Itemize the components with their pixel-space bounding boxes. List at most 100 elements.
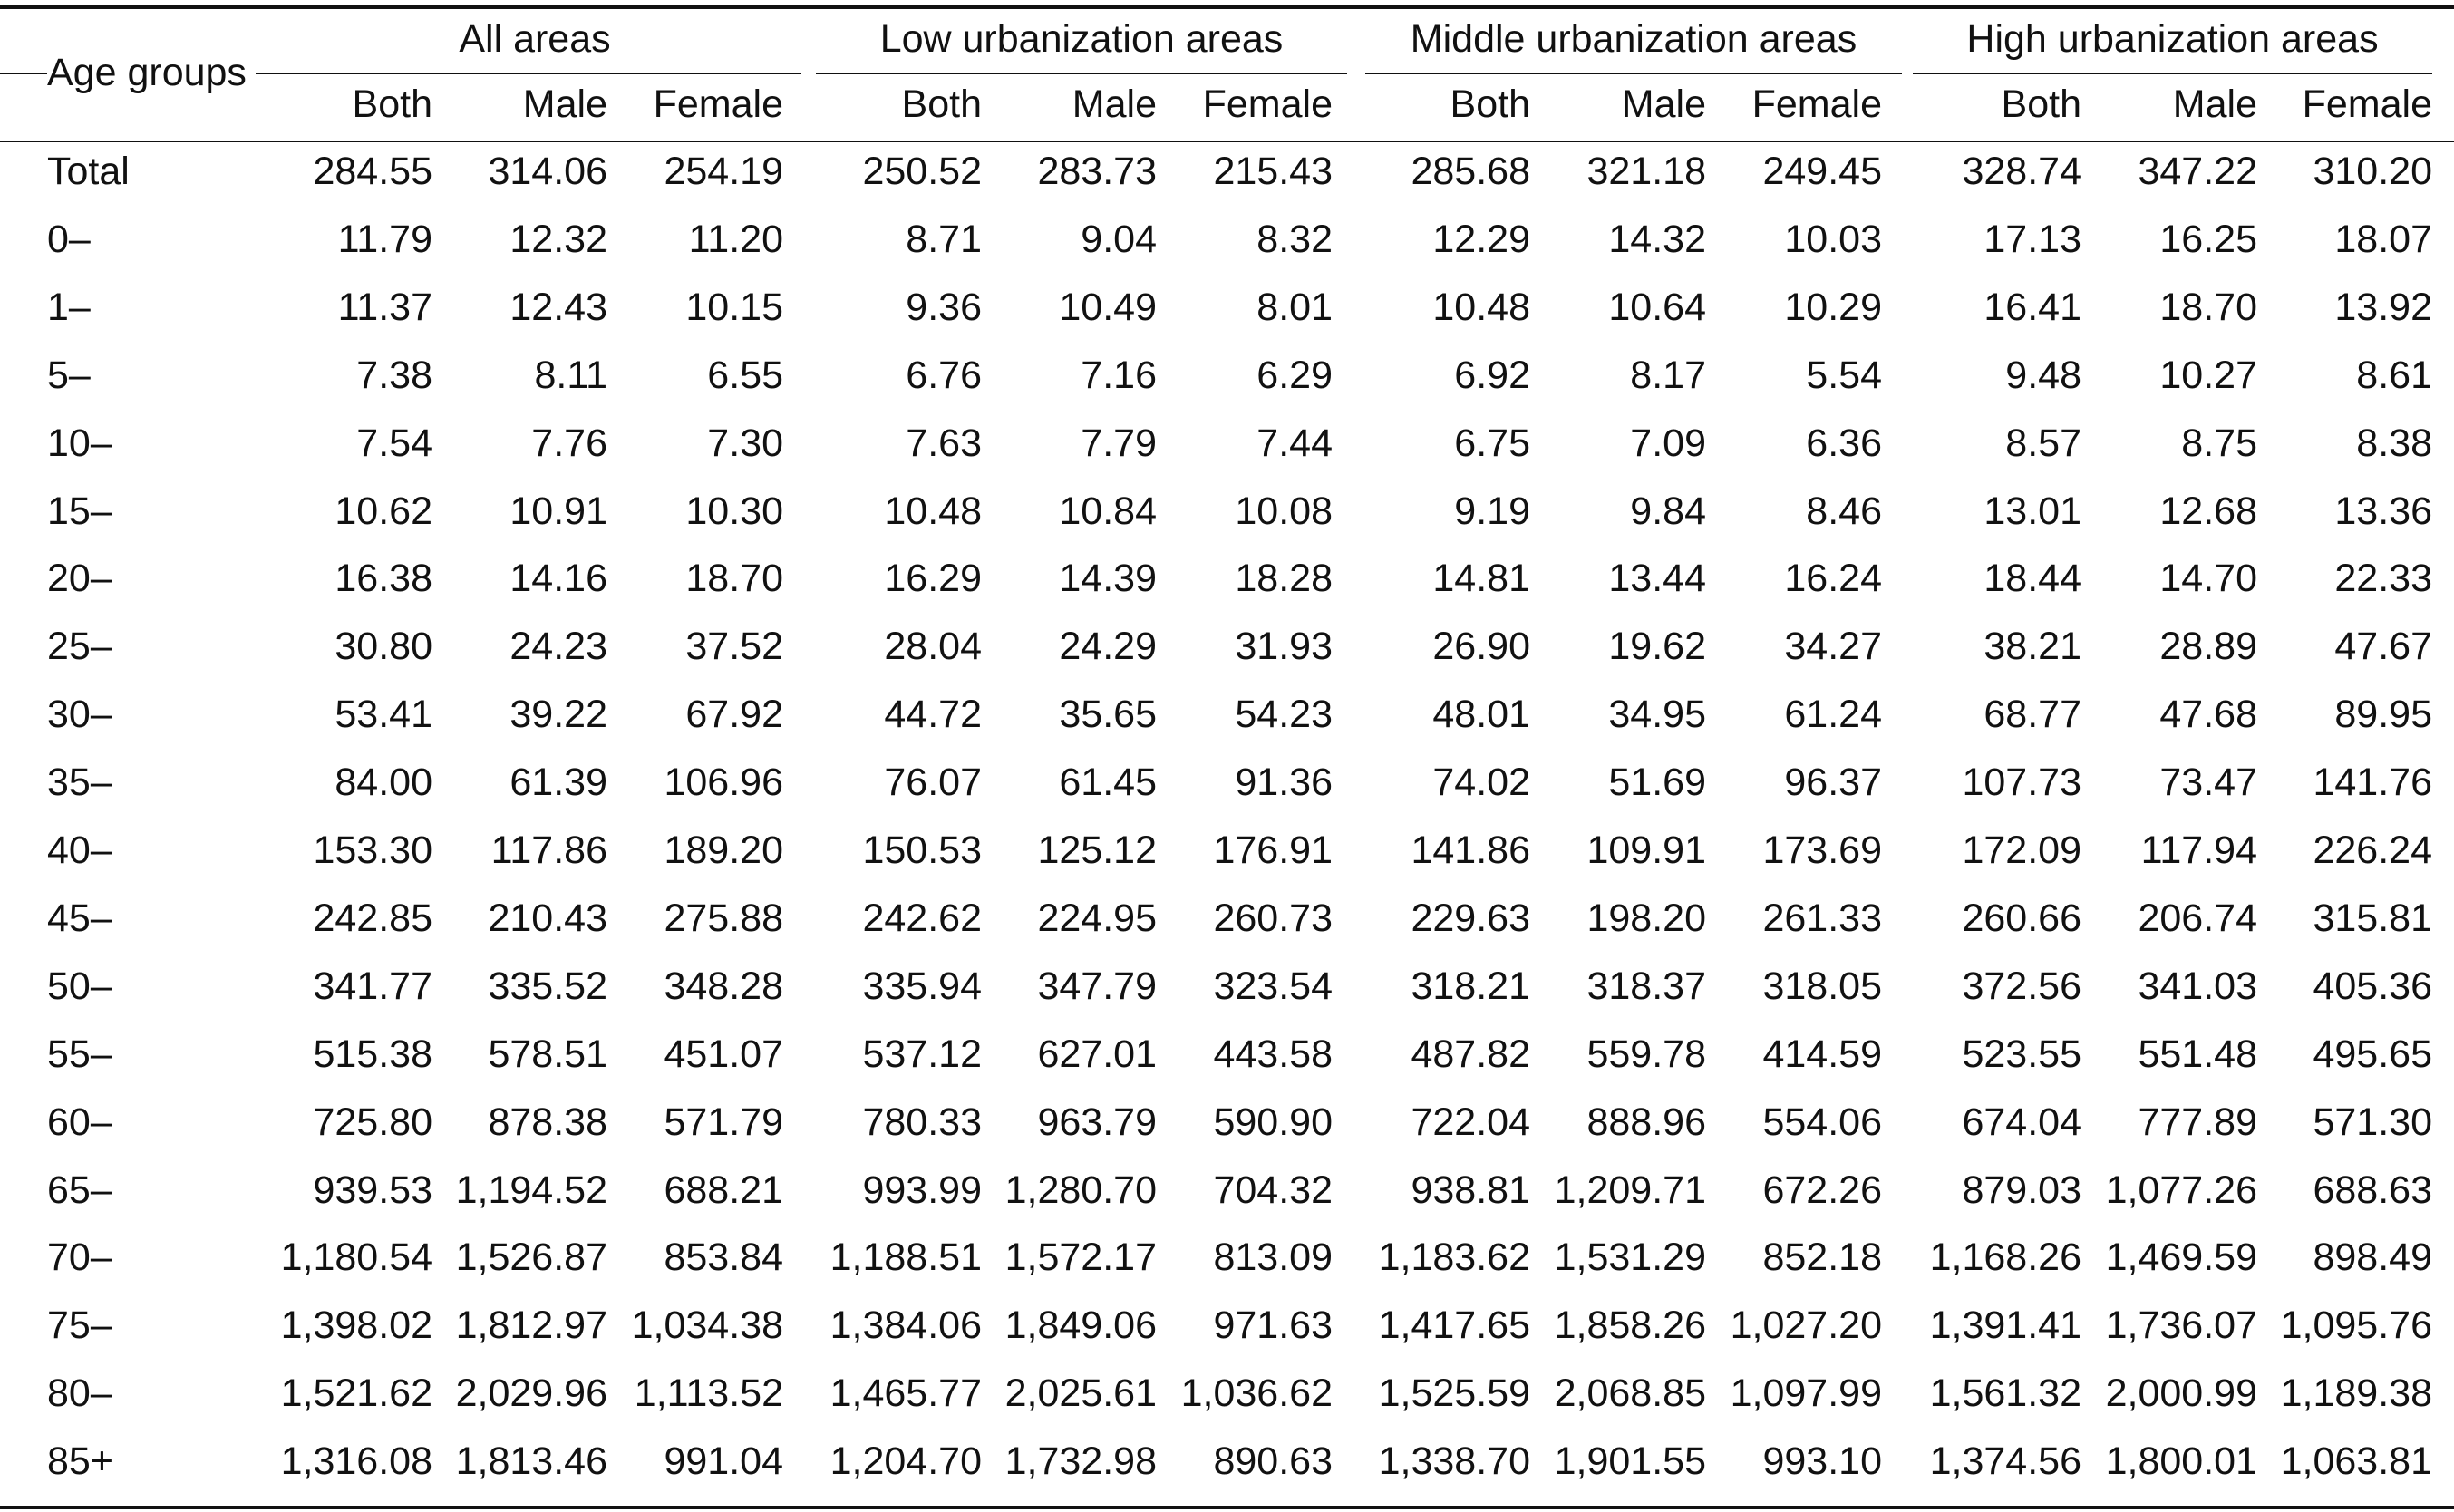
table-cell: 254.19 [664,150,783,193]
table-cell: 16.41 [1984,286,2081,329]
table-cell: 14.16 [509,557,607,600]
column-subheader: Female [1202,82,1333,126]
row-label: 70– [47,1236,112,1279]
top-rule [0,5,2454,9]
column-subheader: Both [901,82,982,126]
table-cell: 12.43 [509,286,607,329]
table-cell: 117.94 [2140,829,2257,872]
column-subheader: Both [1450,82,1530,126]
group-header-rule [816,73,1347,74]
table-cell: 260.73 [1213,897,1333,940]
table-cell: 1,034.38 [631,1304,783,1347]
table-cell: 341.77 [313,964,432,1008]
table-cell: 210.43 [488,897,607,940]
table-cell: 971.63 [1213,1304,1333,1347]
table-cell: 318.05 [1762,964,1882,1008]
table-cell: 76.07 [884,761,982,804]
table-cell: 347.79 [1037,964,1157,1008]
table-cell: 879.03 [1962,1168,2081,1212]
table-cell: 813.09 [1213,1236,1333,1279]
group-header-rule [268,73,801,74]
table-cell: 14.81 [1432,557,1530,600]
table-cell: 28.89 [2159,625,2257,668]
table-cell: 11.79 [337,218,432,261]
table-cell: 26.90 [1432,625,1530,668]
table-cell: 1,095.76 [2280,1304,2432,1347]
table-cell: 73.47 [2159,761,2257,804]
column-subheader: Male [522,82,607,126]
row-label: 20– [47,557,112,600]
table-cell: 9.48 [2005,354,2081,397]
column-subheader: Female [1751,82,1882,126]
table-cell: 1,561.32 [1929,1371,2081,1415]
table-cell: 12.32 [509,218,607,261]
table-cell: 674.04 [1962,1100,2081,1144]
group-header-rule [1913,73,2432,74]
table-cell: 226.24 [2313,829,2432,872]
group-header: Low urbanization areas [879,17,1284,61]
table-cell: 283.73 [1037,150,1157,193]
table-cell: 68.77 [1984,693,2081,736]
table-cell: 34.27 [1784,625,1882,668]
table-cell: 13.01 [1984,489,2081,533]
table-cell: 878.38 [488,1100,607,1144]
table-cell: 14.70 [2159,557,2257,600]
table-cell: 153.30 [313,829,432,872]
table-cell: 10.29 [1784,286,1882,329]
row-label: 50– [47,964,112,1008]
table-cell: 347.22 [2138,150,2257,193]
table-cell: 688.21 [664,1168,783,1212]
table-cell: 10.03 [1784,218,1882,261]
table-cell: 1,316.08 [280,1439,432,1483]
table-cell: 10.64 [1608,286,1706,329]
table-cell: 1,858.26 [1554,1304,1706,1347]
row-label: 65– [47,1168,112,1212]
table-cell: 1,417.65 [1378,1304,1530,1347]
table-cell: 704.32 [1213,1168,1333,1212]
column-subheader: Female [2302,82,2432,126]
table-cell: 7.79 [1081,422,1157,465]
table-cell: 8.46 [1806,489,1882,533]
table-cell: 67.92 [685,693,783,736]
table-cell: 249.45 [1762,150,1882,193]
column-subheader: Both [2001,82,2081,126]
row-label: 45– [47,897,112,940]
table-cell: 335.52 [488,964,607,1008]
table-cell: 443.58 [1213,1032,1333,1076]
table-cell: 261.33 [1762,897,1882,940]
table-cell: 1,063.81 [2280,1439,2432,1483]
table-cell: 13.44 [1608,557,1706,600]
table-cell: 10.15 [685,286,783,329]
table-cell: 19.62 [1608,625,1706,668]
table-cell: 1,732.98 [1004,1439,1157,1483]
table-cell: 318.37 [1586,964,1706,1008]
table-cell: 993.10 [1762,1439,1882,1483]
table-cell: 335.94 [862,964,982,1008]
table-cell: 6.92 [1454,354,1530,397]
table-cell: 16.29 [884,557,982,600]
table-cell: 627.01 [1037,1032,1157,1076]
table-cell: 10.84 [1059,489,1157,533]
table-cell: 7.63 [906,422,982,465]
table-cell: 8.17 [1630,354,1706,397]
table-cell: 1,188.51 [829,1236,982,1279]
table-cell: 993.99 [862,1168,982,1212]
table-cell: 10.30 [685,489,783,533]
row-label: 30– [47,693,112,736]
table-cell: 1,813.46 [455,1439,607,1483]
table-cell: 1,097.99 [1730,1371,1882,1415]
table-cell: 688.63 [2313,1168,2432,1212]
table-cell: 14.39 [1059,557,1157,600]
table-cell: 215.43 [1213,150,1333,193]
table-cell: 315.81 [2313,897,2432,940]
table-cell: 1,113.52 [634,1371,783,1415]
table-cell: 590.90 [1213,1100,1333,1144]
table-cell: 8.71 [906,218,982,261]
row-label: 35– [47,761,112,804]
table-cell: 1,338.70 [1378,1439,1530,1483]
table-cell: 1,812.97 [455,1304,607,1347]
column-subheader: Both [352,82,432,126]
table-cell: 853.84 [664,1236,783,1279]
table-cell: 10.49 [1059,286,1157,329]
group-header: All areas [459,17,611,61]
